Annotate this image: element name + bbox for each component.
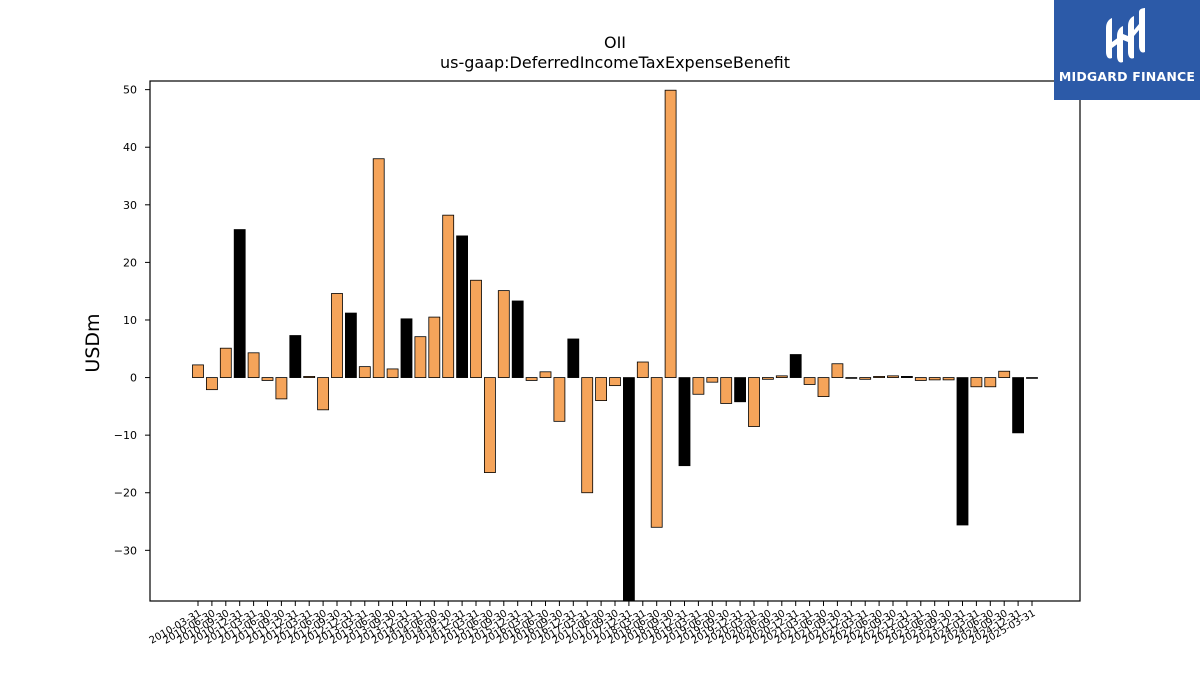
bar	[998, 370, 1011, 378]
bar	[956, 377, 969, 526]
y-tick-label: 0	[130, 372, 137, 385]
bar	[581, 377, 594, 494]
bar	[636, 361, 649, 378]
bar	[261, 377, 274, 381]
bar	[358, 366, 371, 378]
bar	[553, 377, 566, 422]
bar	[984, 377, 997, 388]
y-tick-label: 20	[123, 256, 137, 269]
bar	[275, 377, 288, 400]
bar	[205, 377, 218, 391]
bar	[887, 375, 899, 378]
bar	[664, 89, 677, 378]
bar	[859, 377, 872, 380]
bar	[344, 312, 357, 378]
bar	[789, 354, 802, 378]
bar	[970, 377, 983, 388]
bar	[845, 377, 858, 379]
bar	[219, 347, 232, 378]
bar	[372, 158, 385, 378]
bar	[525, 377, 538, 381]
bar	[511, 300, 524, 378]
y-tick-label: 30	[123, 199, 137, 212]
bar	[331, 293, 343, 378]
bar	[650, 377, 663, 528]
y-tick-label: 50	[123, 84, 137, 97]
logo-text: MIDGARD FINANCE	[1058, 69, 1196, 84]
midgard-finance-logo-icon	[1106, 8, 1145, 63]
bar	[901, 376, 913, 378]
bar	[317, 377, 330, 411]
chart-subtitle: us-gaap:DeferredIncomeTaxExpenseBenefit	[439, 53, 791, 72]
bar	[775, 375, 788, 378]
bar	[706, 377, 719, 383]
bar	[873, 376, 885, 378]
bar	[303, 376, 316, 378]
y-tick-label: −10	[114, 429, 137, 442]
bar	[692, 377, 705, 395]
chart-title: OII	[603, 33, 627, 52]
bar	[678, 377, 691, 467]
bar	[483, 377, 496, 473]
bar	[914, 377, 927, 381]
bar	[567, 338, 580, 378]
y-tick-label: 10	[123, 314, 137, 327]
midgard-finance-logo: MIDGARD FINANCE	[1054, 0, 1200, 100]
bar	[803, 377, 816, 385]
bar	[831, 363, 844, 378]
bar	[289, 335, 302, 378]
bar	[192, 364, 204, 378]
bar	[428, 316, 441, 378]
y-tick-label: 40	[123, 141, 137, 154]
bar	[497, 290, 510, 378]
bar	[595, 377, 607, 402]
y-tick-label: −20	[114, 487, 137, 500]
bar	[817, 377, 830, 397]
bar	[1026, 377, 1038, 379]
bar	[720, 377, 733, 404]
bar	[623, 377, 635, 602]
bar	[456, 235, 469, 378]
bar	[386, 368, 399, 378]
bar	[539, 371, 552, 378]
bar	[748, 377, 760, 427]
bar	[942, 377, 955, 381]
bar	[400, 318, 413, 378]
bar	[414, 336, 427, 378]
bar	[233, 229, 246, 378]
y-axis-label: USDm	[82, 313, 104, 372]
bar	[247, 352, 260, 378]
bar	[609, 377, 621, 387]
bar	[1012, 377, 1024, 434]
bar	[762, 377, 774, 380]
y-tick-label: −30	[114, 544, 137, 557]
bar	[442, 214, 455, 378]
bar	[928, 377, 941, 381]
bar	[734, 377, 746, 403]
bar	[470, 279, 482, 378]
